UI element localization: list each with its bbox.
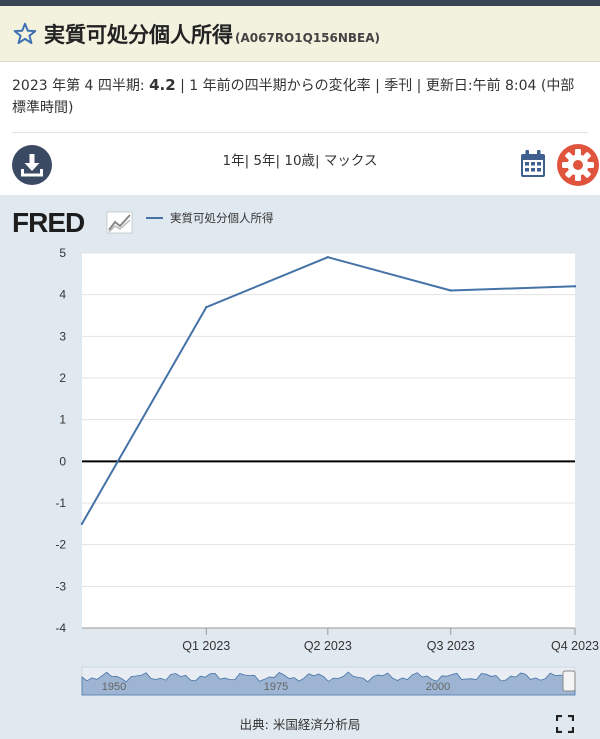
x-tick-label: Q4 2023: [551, 639, 599, 653]
top-bar: [0, 0, 600, 6]
y-tick-label: 4: [59, 288, 66, 302]
fred-logo: FRED: [12, 209, 133, 235]
range-1y[interactable]: 1年: [222, 153, 245, 169]
series-id: (A067RO1Q156NBEA): [235, 30, 381, 45]
star-icon[interactable]: [12, 21, 38, 47]
x-tick-label: Q1 2023: [182, 639, 230, 653]
chart-toolbar: 1年| 5年| 10歳| マックス: [0, 140, 600, 190]
range-10y[interactable]: 10歳: [284, 153, 316, 169]
observation-details: | 1 年前の四半期からの変化率 | 季刊 | 更新日:午前 8:04 (中部標…: [12, 78, 575, 116]
range-max[interactable]: マックス: [323, 153, 378, 169]
y-tick-label: 3: [59, 329, 66, 343]
data-point: [80, 522, 84, 526]
observation-meta: 2023 年第 4 四半期: 4.2 | 1 年前の四半期からの変化率 | 季刊…: [12, 74, 588, 119]
y-tick-label: -1: [55, 496, 66, 510]
svg-text:FRED: FRED: [12, 209, 85, 235]
y-tick-label: -2: [55, 538, 66, 552]
observation-period: 2023 年第 4 四半期:: [12, 78, 145, 94]
observation-value: 4.2: [149, 76, 176, 94]
line-chart[interactable]: 5 4 3 2 1 0 -1 -2 -3 -4 Q1 2023 Q2 2023 Q3 2023 Q4 20…: [0, 195, 600, 739]
data-point: [205, 305, 208, 309]
x-tick-label: Q2 2023: [304, 639, 352, 653]
page-header: 実質可処分個人所得 (A067RO1Q156NBEA): [0, 6, 600, 62]
chart-legend: 実質可処分個人所得: [146, 209, 274, 227]
y-tick-label: 2: [59, 371, 66, 385]
source-credit: 出典: 米国経済分析局: [239, 717, 361, 732]
calendar-icon[interactable]: [519, 149, 547, 179]
y-tick-label: 5: [59, 246, 66, 260]
y-tick-label: 0: [59, 454, 66, 468]
navigator-label: 1975: [264, 681, 288, 693]
chart-panel: 5 4 3 2 1 0 -1 -2 -3 -4 Q1 2023 Q2 2023 Q3 2023 Q4 20…: [0, 195, 600, 739]
x-tick-label: Q3 2023: [427, 639, 475, 653]
fullscreen-icon[interactable]: [556, 715, 574, 733]
data-point: [573, 285, 577, 288]
date-range-selector: 1年| 5年| 10歳| マックス: [222, 153, 378, 169]
data-point: [326, 255, 330, 259]
navigator-label: 2000: [426, 681, 450, 693]
plot-area: [82, 253, 575, 628]
navigator-handle[interactable]: [562, 670, 576, 692]
download-button[interactable]: [12, 145, 52, 185]
data-point: [449, 289, 452, 292]
gear-icon[interactable]: [557, 144, 599, 186]
navigator-label: 1950: [102, 681, 126, 693]
divider: [12, 132, 588, 133]
legend-label: 実質可処分個人所得: [170, 211, 274, 225]
legend-swatch: [146, 217, 163, 219]
y-tick-label: -3: [55, 579, 66, 593]
range-5y[interactable]: 5年: [253, 153, 276, 169]
y-tick-label: -4: [55, 621, 66, 635]
y-tick-label: 1: [59, 413, 66, 427]
navigator-series: [81, 671, 576, 696]
page-title: 実質可処分個人所得: [44, 22, 233, 47]
